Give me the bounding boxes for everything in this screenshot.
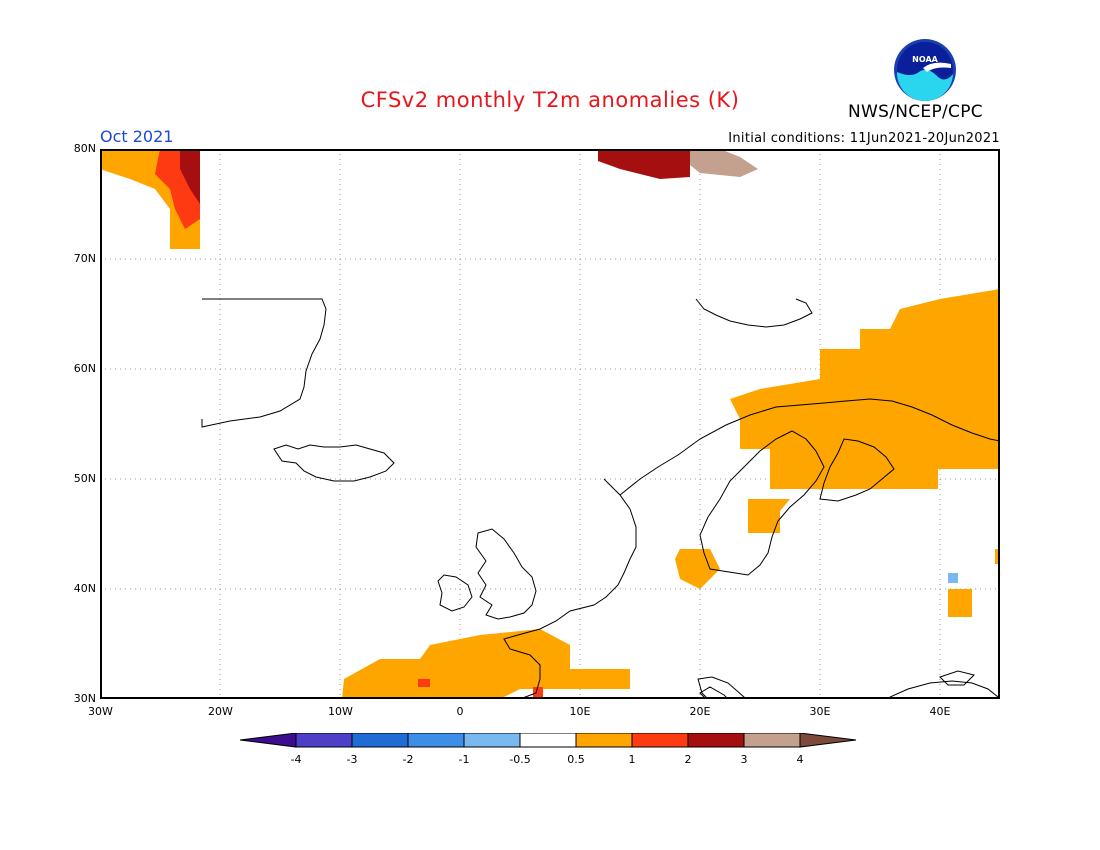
lon-tick-label: 0 — [456, 705, 464, 718]
colorbar: -4 -3 -2 -1 -0.5 0.5 1 2 3 4 — [240, 733, 857, 766]
noaa-logo-text: NOAA — [912, 55, 938, 64]
lat-tick-label: 40N — [73, 582, 96, 595]
anomaly-region — [690, 149, 758, 177]
colorbar-swatch — [799, 733, 857, 748]
initial-conditions-label: Initial conditions: 11Jun2021-20Jun2021 — [728, 131, 1000, 146]
colorbar-label: 1 — [629, 753, 636, 766]
lon-tick-label: 20W — [208, 705, 233, 718]
colorbar-label: -3 — [347, 753, 358, 766]
lon-tick-label: 30W — [88, 705, 113, 718]
lat-tick-label: 70N — [73, 252, 96, 265]
anomaly-region — [533, 687, 543, 699]
anomaly-region — [180, 149, 200, 204]
anomaly-fill — [100, 149, 1000, 699]
colorbar-swatch — [687, 733, 745, 748]
lon-tick-label: 20E — [689, 705, 711, 718]
colorbar-label: 2 — [685, 753, 692, 766]
valid-month-label: Oct 2021 — [100, 127, 174, 146]
anomaly-region — [948, 573, 958, 583]
lon-tick-label: 10W — [328, 705, 353, 718]
map-frame — [100, 149, 1000, 699]
noaa-logo-icon: NOAA — [894, 39, 956, 102]
colorbar-label: 3 — [741, 753, 748, 766]
map-title: CFSv2 monthly T2m anomalies (K) — [360, 88, 740, 112]
colorbar-label: -0.5 — [509, 753, 530, 766]
anomaly-region — [948, 589, 972, 617]
colorbar-swatch — [575, 733, 633, 748]
lat-tick-label: 80N — [73, 142, 96, 155]
anomaly-region — [418, 679, 430, 687]
coastlines — [201, 298, 1000, 699]
anomaly-map — [100, 149, 1000, 699]
lon-tick-label: 30E — [809, 705, 831, 718]
colorbar-swatch — [240, 733, 297, 748]
colorbar-label: 0.5 — [567, 753, 585, 766]
anomaly-region — [748, 499, 790, 533]
lat-tick-label: 30N — [73, 692, 96, 705]
colorbar-label: 4 — [797, 753, 804, 766]
lon-tick-label: 40E — [929, 705, 951, 718]
colorbar-swatch — [295, 733, 353, 748]
lat-tick-label: 60N — [73, 362, 96, 375]
anomaly-region — [342, 629, 630, 699]
anomaly-region — [730, 289, 1000, 489]
colorbar-swatch — [351, 733, 409, 748]
colorbar-swatch — [463, 733, 521, 748]
colorbar-label: -4 — [291, 753, 302, 766]
colorbar-swatch — [631, 733, 689, 748]
colorbar-label: -1 — [459, 753, 470, 766]
colorbar-swatch — [519, 733, 577, 748]
anomaly-region — [675, 549, 720, 589]
anomaly-region — [598, 149, 690, 179]
lon-tick-label: 10E — [569, 705, 591, 718]
colorbar-swatch — [407, 733, 465, 748]
colorbar-label: -2 — [403, 753, 414, 766]
lat-tick-label: 50N — [73, 472, 96, 485]
agency-label: NWS/NCEP/CPC — [848, 102, 983, 122]
colorbar-swatch — [743, 733, 801, 748]
